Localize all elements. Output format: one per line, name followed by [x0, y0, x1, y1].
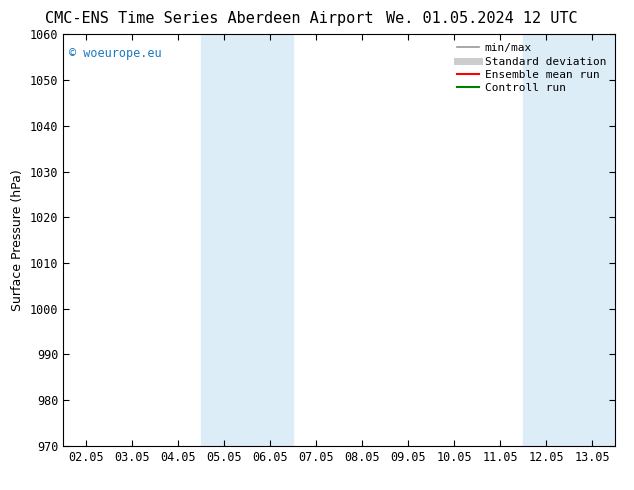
Text: © woeurope.eu: © woeurope.eu	[69, 47, 162, 60]
Text: We. 01.05.2024 12 UTC: We. 01.05.2024 12 UTC	[386, 11, 578, 26]
Y-axis label: Surface Pressure (hPa): Surface Pressure (hPa)	[11, 169, 25, 311]
Bar	[523, 34, 615, 446]
Legend: min/max, Standard deviation, Ensemble mean run, Controll run: min/max, Standard deviation, Ensemble me…	[453, 40, 609, 97]
Text: CMC-ENS Time Series Aberdeen Airport: CMC-ENS Time Series Aberdeen Airport	[45, 11, 373, 26]
Bar	[202, 34, 293, 446]
